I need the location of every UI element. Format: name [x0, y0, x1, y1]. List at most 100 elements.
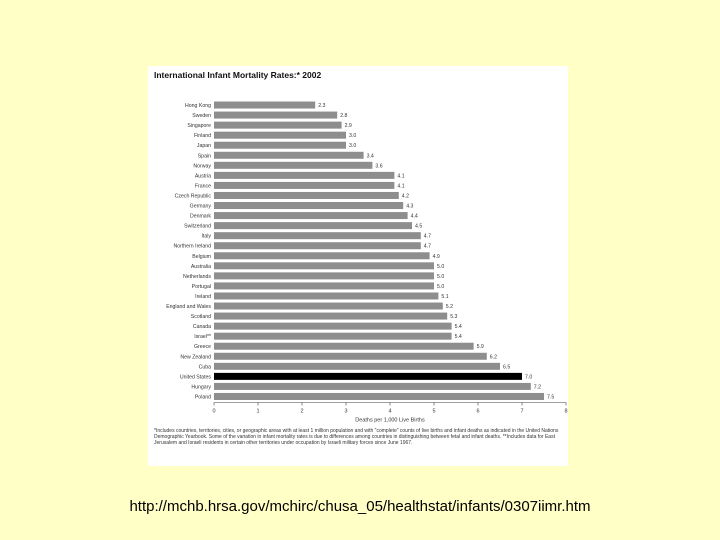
bar	[214, 322, 452, 330]
chart-figure: International Infant Mortality Rates:* 2…	[148, 66, 568, 466]
category-label: Canada	[193, 324, 211, 330]
bar	[214, 191, 399, 199]
category-label: England and Wales	[166, 304, 211, 310]
category-label: Israel**	[194, 334, 211, 340]
value-label: 5.2	[446, 304, 453, 310]
value-label: 5.4	[455, 324, 462, 330]
category-label: Denmark	[190, 214, 211, 220]
bar	[214, 181, 395, 189]
bar	[214, 151, 364, 159]
category-label: Germany	[190, 204, 212, 210]
value-label: 4.1	[397, 183, 404, 189]
category-label: Poland	[195, 394, 211, 400]
bar	[214, 212, 408, 220]
category-label: Netherlands	[183, 274, 211, 280]
category-label: Finland	[194, 133, 211, 139]
bar	[214, 382, 531, 390]
value-label: 6.2	[490, 354, 497, 360]
category-label: Australia	[191, 264, 211, 270]
category-label: New Zealand	[180, 354, 211, 360]
value-label: 5.9	[477, 344, 484, 350]
value-label: 2.8	[340, 113, 347, 119]
value-label: 4.7	[424, 244, 431, 250]
bar	[214, 332, 452, 340]
bar	[214, 292, 439, 300]
category-label: Italy	[201, 234, 211, 240]
value-label: 3.0	[349, 143, 356, 149]
chart-footnote: *Includes countries, territories, cities…	[154, 428, 559, 446]
category-label: Scotland	[191, 314, 211, 320]
x-tick-label: 0	[212, 409, 215, 415]
category-label: Switzerland	[184, 224, 211, 230]
value-label: 3.4	[367, 153, 374, 159]
category-label: Portugal	[192, 284, 211, 290]
value-label: 5.3	[450, 314, 457, 320]
source-url[interactable]: http://mchb.hrsa.gov/mchirc/chusa_05/hea…	[129, 498, 591, 515]
x-tick-label: 5	[432, 409, 435, 415]
bar	[214, 141, 346, 149]
value-label: 2.9	[345, 123, 352, 129]
bar	[214, 171, 395, 179]
bar	[214, 131, 346, 139]
bar	[214, 392, 544, 400]
category-label: Ireland	[195, 294, 211, 300]
category-label: United States	[180, 374, 212, 380]
bar	[214, 282, 434, 290]
category-label: Greece	[194, 344, 211, 350]
bar	[214, 262, 434, 270]
category-label: France	[195, 183, 211, 189]
value-label: 5.1	[441, 294, 448, 300]
value-label: 4.9	[433, 254, 440, 260]
value-label: 7.0	[525, 374, 532, 380]
value-label: 5.0	[437, 274, 444, 280]
category-label: Northern Ireland	[174, 244, 212, 250]
value-label: 4.7	[424, 234, 431, 240]
value-label: 2.3	[318, 103, 325, 109]
bar	[214, 342, 474, 350]
value-label: 3.6	[375, 163, 382, 169]
bar	[214, 111, 338, 119]
bar	[214, 101, 316, 109]
x-tick-label: 7	[520, 409, 523, 415]
category-label: Belgium	[192, 254, 211, 260]
bar	[214, 352, 487, 360]
value-label: 3.0	[349, 133, 356, 139]
value-label: 5.4	[455, 334, 462, 340]
value-label: 4.1	[397, 173, 404, 179]
x-tick-label: 1	[256, 409, 259, 415]
bar	[214, 362, 500, 370]
bar	[214, 302, 443, 310]
category-label: Singapore	[187, 123, 211, 129]
bar-chart: Hong Kong 2.3 Sweden 2.8 Singapore 2.9 Finland…	[166, 101, 568, 424]
value-label: 7.2	[534, 384, 541, 390]
category-label: Austria	[195, 173, 211, 179]
bar	[214, 161, 373, 169]
bar	[214, 272, 434, 280]
value-label: 4.4	[411, 214, 418, 220]
bar	[214, 232, 421, 240]
category-label: Cuba	[199, 364, 212, 370]
category-label: Hong Kong	[185, 103, 211, 109]
x-tick-label: 6	[476, 409, 479, 415]
x-tick-label: 2	[300, 409, 303, 415]
x-tick-label: 8	[564, 409, 567, 415]
value-label: 4.5	[415, 224, 422, 230]
bar-highlight	[214, 372, 522, 380]
value-label: 4.3	[406, 204, 413, 210]
value-label: 6.5	[503, 364, 510, 370]
bar	[214, 252, 430, 260]
bar	[214, 121, 342, 129]
x-tick-label: 4	[388, 409, 391, 415]
bar	[214, 202, 404, 210]
category-label: Spain	[198, 153, 211, 159]
chart-title: International Infant Mortality Rates:* 2…	[154, 70, 322, 80]
category-label: Czech Republic	[175, 193, 212, 199]
category-label: Sweden	[192, 113, 211, 119]
x-tick-label: 3	[344, 409, 347, 415]
category-label: Norway	[193, 163, 211, 169]
bar	[214, 242, 421, 250]
bar	[214, 222, 412, 230]
category-label: Hungary	[191, 384, 211, 390]
value-label: 7.5	[547, 394, 554, 400]
value-label: 5.0	[437, 264, 444, 270]
